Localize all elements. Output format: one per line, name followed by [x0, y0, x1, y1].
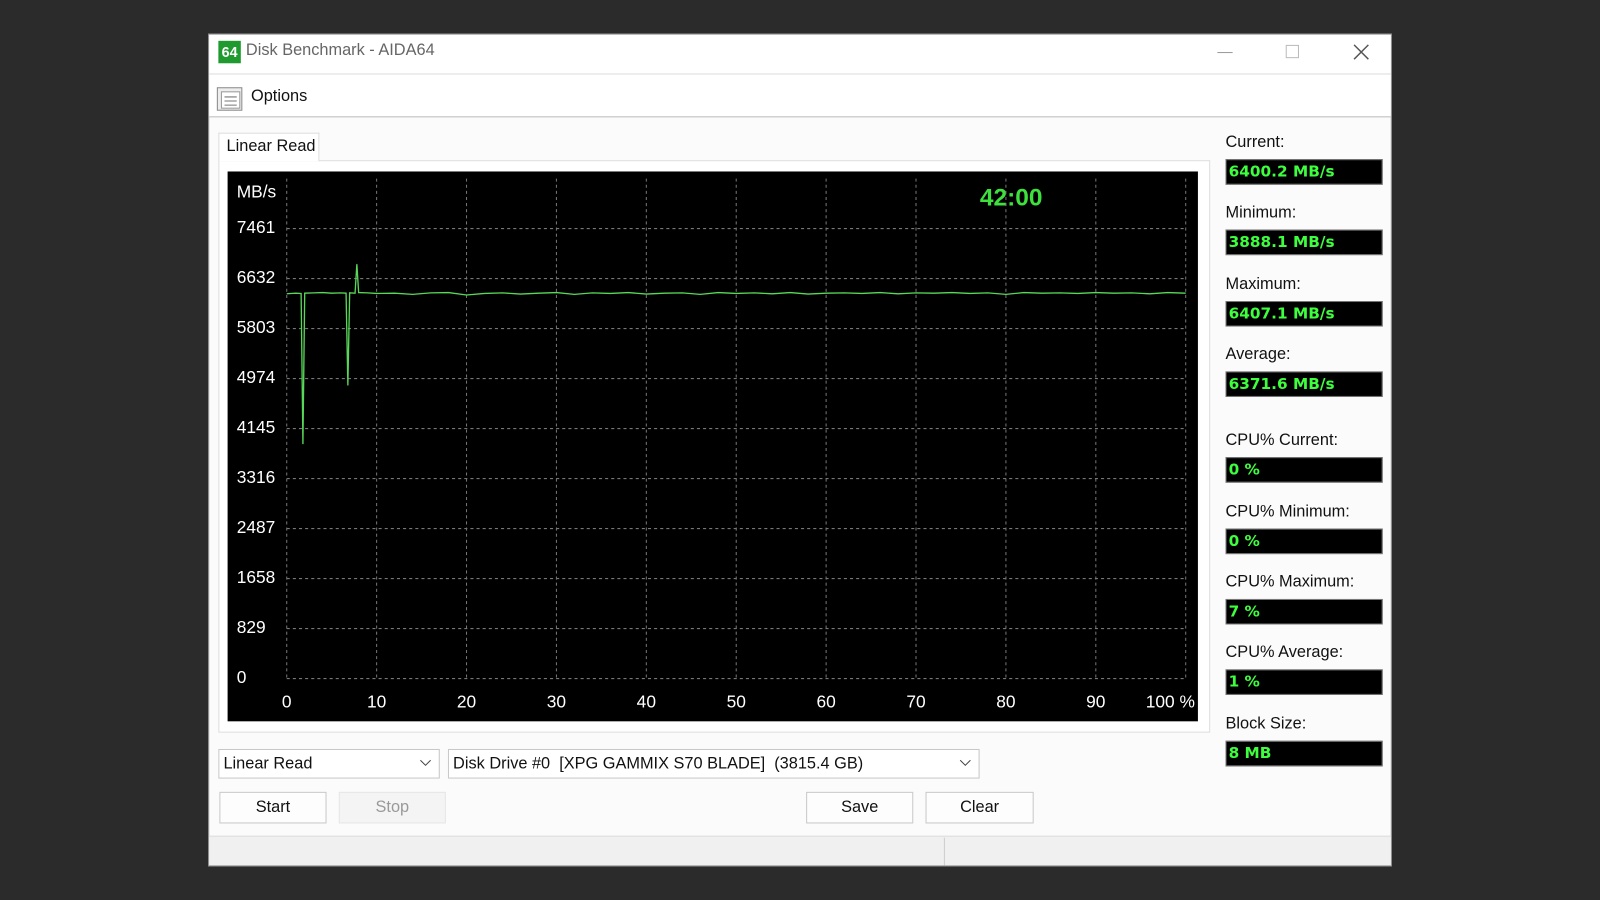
- clear-button[interactable]: Clear: [925, 791, 1034, 824]
- minimize-button[interactable]: [1217, 52, 1233, 54]
- options-menu[interactable]: Options: [251, 87, 308, 106]
- drive-dropdown[interactable]: Disk Drive #0 [XPG GAMMIX S70 BLADE] (38…: [447, 748, 980, 779]
- x-tick-label: 100 %: [1146, 692, 1195, 712]
- stat-value: 6407.1 MB/s: [1225, 301, 1383, 327]
- menu-bar: [209, 73, 1391, 118]
- stat-value: 6400.2 MB/s: [1225, 159, 1383, 185]
- app-icon: 64: [218, 40, 241, 64]
- y-tick-label: 2487: [237, 517, 276, 537]
- stat-value: 6371.6 MB/s: [1225, 371, 1383, 397]
- stat-label: CPU% Minimum:: [1225, 503, 1350, 521]
- maximize-button[interactable]: [1285, 44, 1299, 59]
- x-tick-label: 80: [996, 692, 1015, 712]
- close-button[interactable]: [1353, 44, 1369, 60]
- chart-background: [227, 171, 1198, 722]
- stat-label: Maximum:: [1225, 275, 1301, 293]
- x-tick-label: 50: [727, 692, 746, 712]
- x-tick-label: 60: [816, 692, 835, 712]
- stat-value: 3888.1 MB/s: [1225, 229, 1383, 256]
- stop-button: Stop: [338, 791, 446, 824]
- y-tick-label: 4145: [237, 417, 276, 437]
- options-icon: [216, 87, 243, 111]
- test-dropdown[interactable]: Linear Read: [218, 748, 440, 779]
- x-tick-label: 20: [457, 692, 476, 712]
- y-tick-label: 4974: [237, 367, 276, 387]
- y-axis-label: MB/s: [237, 181, 277, 201]
- dropdown-arrow: [420, 759, 431, 767]
- stat-label: Average:: [1225, 345, 1291, 364]
- y-tick-label: 7461: [237, 217, 276, 237]
- y-tick-label: 5803: [237, 317, 276, 337]
- y-tick-label: 1658: [237, 567, 276, 587]
- x-tick-label: 90: [1086, 692, 1105, 712]
- stat-value: 1 %: [1225, 669, 1383, 695]
- stat-value: 7 %: [1225, 598, 1383, 625]
- window-title: Disk Benchmark - AIDA64: [245, 41, 435, 60]
- stat-value: 8 MB: [1225, 740, 1383, 767]
- data-line: [286, 264, 1186, 445]
- dropdown-arrow: [959, 759, 971, 767]
- x-tick-label: 0: [282, 692, 292, 712]
- start-button[interactable]: Start: [219, 791, 327, 824]
- stat-value: 0 %: [1225, 457, 1383, 483]
- y-tick-label: 6632: [237, 267, 276, 287]
- y-tick-label: 829: [237, 617, 266, 637]
- x-tick-label: 30: [547, 692, 566, 712]
- stat-label: Block Size:: [1225, 715, 1307, 733]
- stat-label: Minimum:: [1225, 204, 1297, 222]
- x-tick-label: 10: [367, 692, 386, 712]
- stat-label: CPU% Current:: [1225, 431, 1339, 449]
- stat-label: CPU% Average:: [1225, 643, 1344, 662]
- status-divider: [943, 837, 945, 866]
- stat-label: Current:: [1225, 133, 1285, 152]
- save-button[interactable]: Save: [806, 791, 914, 824]
- tab[interactable]: Linear Read: [218, 132, 320, 162]
- title-bar: [209, 34, 1391, 74]
- stat-value: 0 %: [1225, 528, 1383, 555]
- timer: 42:00: [980, 184, 1043, 211]
- x-tick-label: 40: [637, 692, 656, 712]
- x-tick-label: 70: [906, 692, 925, 712]
- stat-label: CPU% Maximum:: [1225, 573, 1355, 591]
- status-bar: [209, 835, 1391, 866]
- chart: MB/s 42:00 0 829 1658 2487 3316 4145 4974 5803 6…: [227, 171, 1198, 722]
- y-tick-label: 0: [237, 667, 247, 687]
- y-tick-label: 3316: [237, 467, 276, 487]
